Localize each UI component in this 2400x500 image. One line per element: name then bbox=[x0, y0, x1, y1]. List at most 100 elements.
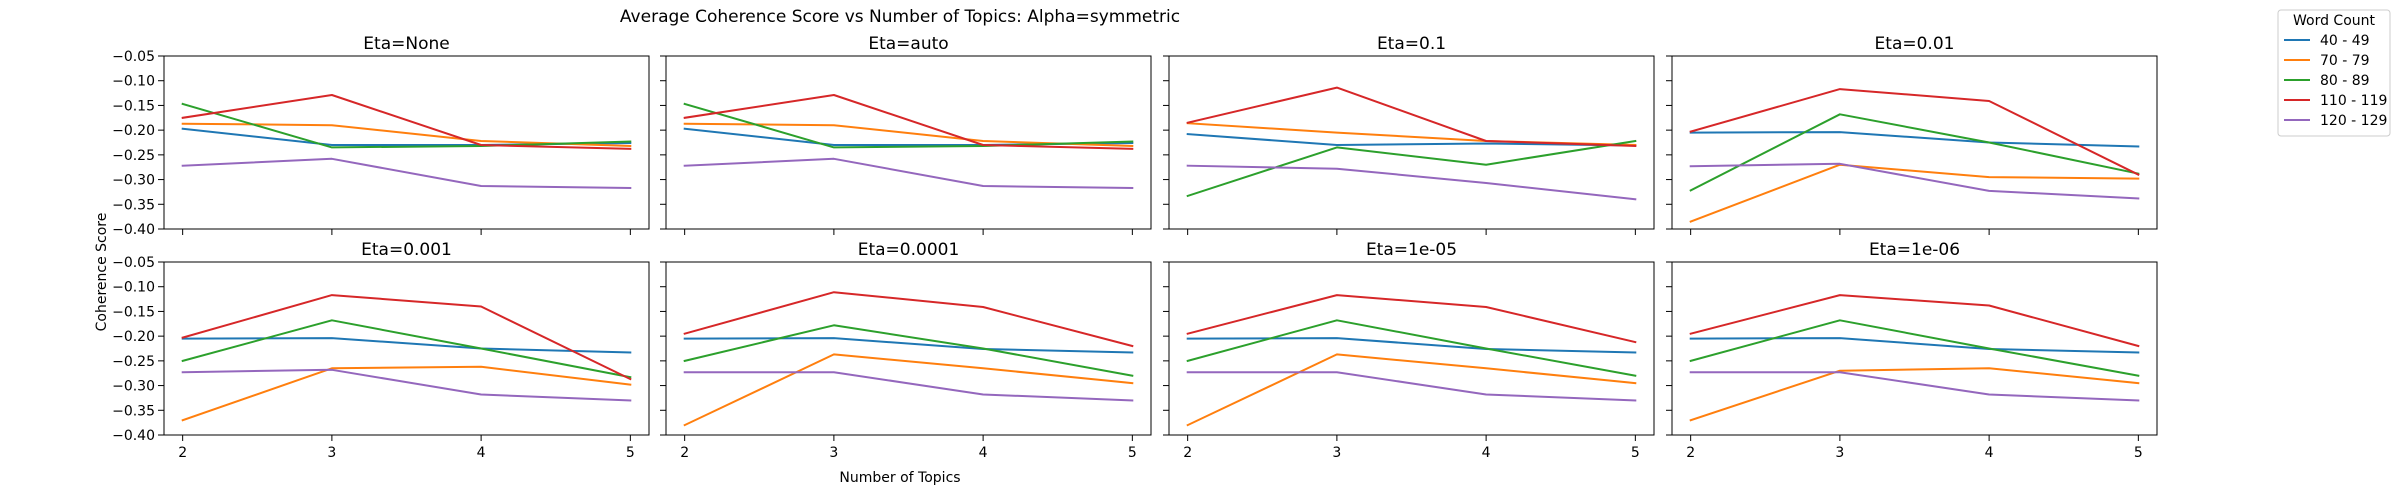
subplot-frame bbox=[163, 261, 650, 436]
series-line bbox=[1186, 164, 1637, 201]
series-line bbox=[181, 365, 632, 422]
subplot-panel: Eta=auto bbox=[660, 34, 1152, 235]
x-tick-label: 5 bbox=[2134, 445, 2143, 461]
x-tick-label: 4 bbox=[1985, 445, 1994, 461]
subplot-title: Eta=0.1 bbox=[1377, 34, 1446, 54]
y-tick-label: −0.15 bbox=[112, 304, 155, 320]
y-tick-label: −0.10 bbox=[112, 74, 155, 90]
panels-layer: Eta=None −0.05 −0.10 −0.15 −0.20 −0.25 −0.30 −0… bbox=[112, 34, 2158, 461]
subplot-title: Eta=1e-06 bbox=[1869, 240, 1960, 260]
y-tick-label: −0.35 bbox=[112, 403, 155, 419]
series-line bbox=[1689, 337, 2140, 354]
series-line bbox=[1689, 294, 2140, 348]
subplot-frame bbox=[665, 261, 1152, 436]
x-tick-label: 4 bbox=[1482, 445, 1491, 461]
y-tick-label: −0.25 bbox=[112, 354, 155, 370]
series-line bbox=[1186, 371, 1637, 402]
series-line bbox=[1689, 371, 2140, 402]
series-line bbox=[1186, 319, 1637, 377]
x-tick-label: 4 bbox=[979, 445, 988, 461]
subplot-title: Eta=None bbox=[363, 34, 449, 54]
series-line bbox=[683, 94, 1134, 150]
series-line bbox=[683, 291, 1134, 348]
y-axis-label: Coherence Score bbox=[94, 213, 110, 332]
series-line bbox=[1689, 319, 2140, 377]
y-tick-label: −0.30 bbox=[112, 379, 155, 395]
series-line bbox=[1186, 86, 1637, 148]
series-line bbox=[683, 157, 1134, 190]
x-tick-label: 3 bbox=[1835, 445, 1844, 461]
subplot-panel: Eta=0.1 bbox=[1163, 34, 1655, 235]
series-line bbox=[683, 102, 1134, 149]
x-tick-label: 2 bbox=[1183, 445, 1192, 461]
series-line bbox=[181, 294, 632, 381]
subplot-title: Eta=1e-05 bbox=[1366, 240, 1457, 260]
x-tick-label: 3 bbox=[327, 445, 336, 461]
y-tick-label: −0.05 bbox=[112, 49, 155, 65]
series-line bbox=[1689, 131, 2140, 148]
x-tick-label: 2 bbox=[178, 445, 187, 461]
legend-entry: 110 - 119 bbox=[2320, 93, 2387, 109]
subplot-frame bbox=[665, 55, 1152, 230]
series-line bbox=[1186, 337, 1637, 354]
series-line bbox=[1689, 162, 2140, 200]
y-tick-label: −0.30 bbox=[112, 173, 155, 189]
x-tick-label: 2 bbox=[1686, 445, 1695, 461]
x-tick-label: 5 bbox=[1631, 445, 1640, 461]
subplot-frame bbox=[1671, 261, 2158, 436]
subplot-panel: Eta=0.0001 2 3 4 5 bbox=[660, 240, 1152, 461]
series-line bbox=[1689, 88, 2140, 176]
chart-title: Average Coherence Score vs Number of Top… bbox=[620, 7, 1180, 27]
x-tick-label: 4 bbox=[477, 445, 486, 461]
x-tick-label: 3 bbox=[1332, 445, 1341, 461]
legend-entry: 120 - 129 bbox=[2320, 113, 2387, 129]
x-tick-label: 3 bbox=[829, 445, 838, 461]
subplot-title: Eta=0.0001 bbox=[858, 240, 960, 260]
series-line bbox=[1689, 163, 2140, 223]
series-line bbox=[1186, 294, 1637, 344]
series-line bbox=[1186, 353, 1637, 427]
series-line bbox=[1186, 122, 1637, 147]
series-line bbox=[181, 157, 632, 190]
series-line bbox=[683, 353, 1134, 427]
legend-entry: 40 - 49 bbox=[2320, 33, 2370, 49]
series-line bbox=[181, 337, 632, 354]
series-line bbox=[181, 102, 632, 149]
subplot-title: Eta=0.01 bbox=[1875, 34, 1955, 54]
series-line bbox=[683, 324, 1134, 377]
subplot-panel: Eta=0.01 bbox=[1666, 34, 2158, 235]
legend-title: Word Count bbox=[2293, 13, 2376, 29]
y-tick-label: −0.15 bbox=[112, 98, 155, 114]
x-tick-label: 5 bbox=[626, 445, 635, 461]
subplot-title: Eta=auto bbox=[868, 34, 948, 54]
x-axis-label: Number of Topics bbox=[839, 470, 960, 486]
series-line bbox=[1186, 139, 1637, 198]
subplot-title: Eta=0.001 bbox=[361, 240, 452, 260]
subplot-frame bbox=[1671, 55, 2158, 230]
series-line bbox=[181, 94, 632, 150]
y-tick-label: −0.05 bbox=[112, 255, 155, 271]
y-tick-label: −0.35 bbox=[112, 197, 155, 213]
subplot-panel: Eta=0.001 −0.05 −0.10 −0.15 −0.20 −0.25 −0.30 −… bbox=[112, 240, 650, 461]
series-line bbox=[683, 337, 1134, 354]
y-tick-label: −0.40 bbox=[112, 222, 155, 238]
subplot-panel: Eta=1e-05 2 3 4 5 bbox=[1163, 240, 1655, 461]
series-line bbox=[683, 371, 1134, 402]
x-tick-label: 2 bbox=[680, 445, 689, 461]
legend: Word Count 40 - 49 70 - 79 80 - 89 110 - 11… bbox=[2277, 9, 2391, 137]
legend-entry: 80 - 89 bbox=[2320, 73, 2370, 89]
y-tick-label: −0.25 bbox=[112, 148, 155, 164]
legend-frame bbox=[2277, 9, 2391, 137]
series-line bbox=[181, 319, 632, 379]
y-tick-label: −0.20 bbox=[112, 123, 155, 139]
subplot-frame bbox=[163, 55, 650, 230]
subplot-frame bbox=[1168, 55, 1655, 230]
y-tick-label: −0.20 bbox=[112, 329, 155, 345]
series-line bbox=[1689, 367, 2140, 422]
series-line bbox=[1689, 113, 2140, 192]
legend-entry: 70 - 79 bbox=[2320, 53, 2370, 69]
subplot-panel: Eta=1e-06 2 3 4 5 bbox=[1666, 240, 2158, 461]
subplot-panel: Eta=None −0.05 −0.10 −0.15 −0.20 −0.25 −0.30 −0… bbox=[112, 34, 650, 238]
y-tick-label: −0.40 bbox=[112, 428, 155, 444]
